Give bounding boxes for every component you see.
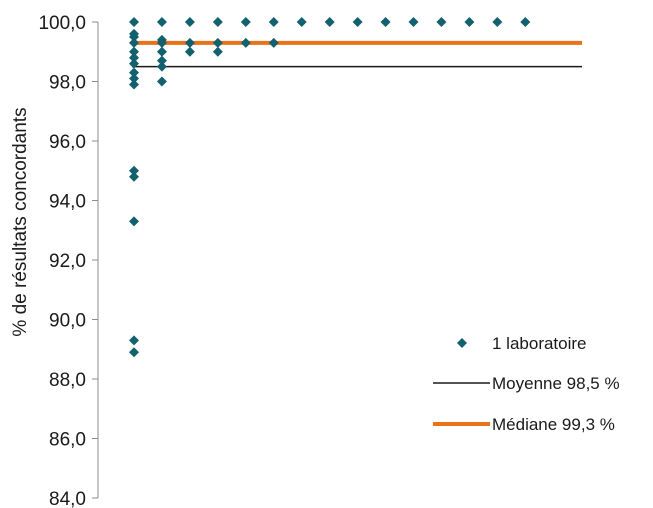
data-points — [129, 17, 531, 358]
data-point — [240, 17, 251, 27]
data-point — [352, 17, 363, 27]
data-point — [408, 17, 419, 27]
data-point — [156, 61, 167, 72]
data-point — [184, 46, 195, 57]
data-point — [156, 76, 167, 87]
data-point — [240, 37, 251, 48]
data-point — [129, 31, 139, 42]
y-tick-label: 90,0 — [49, 311, 86, 332]
y-tick-label: 98,0 — [49, 73, 86, 94]
data-point — [464, 17, 475, 27]
data-point — [129, 73, 139, 84]
data-point — [129, 171, 139, 182]
y-tick-label: 86,0 — [49, 430, 86, 451]
data-point — [129, 79, 139, 90]
reference-lines — [132, 40, 582, 68]
y-tick-label: 92,0 — [49, 251, 86, 272]
data-point — [129, 216, 139, 227]
data-point — [380, 17, 391, 27]
y-tick-label: 100,0 — [38, 13, 86, 34]
y-tick-labels: 84,0 86,0 88,0 90,0 92,0 94,0 96,0 98,0 100,0 — [38, 13, 86, 508]
data-point — [212, 37, 223, 48]
legend-label: 1 laboratoire — [492, 334, 587, 353]
y-axis-label: % de résultats concordants — [10, 107, 31, 336]
data-point — [129, 335, 139, 346]
data-point — [212, 17, 223, 27]
data-point — [129, 46, 139, 57]
data-point — [324, 17, 335, 27]
data-point — [129, 52, 139, 63]
data-point — [129, 37, 139, 48]
y-axis — [92, 21, 99, 499]
data-point — [268, 17, 279, 27]
data-point — [156, 55, 167, 66]
data-point — [129, 67, 139, 78]
y-tick-label: 88,0 — [49, 370, 86, 391]
data-point — [156, 17, 167, 27]
legend-marker-points — [457, 338, 467, 348]
data-point — [129, 165, 139, 176]
data-point — [156, 37, 167, 48]
y-tick-label: 84,0 — [49, 489, 86, 508]
y-tick-label: 96,0 — [49, 132, 86, 153]
data-point — [129, 58, 139, 69]
data-point — [184, 37, 195, 48]
data-point — [212, 46, 223, 57]
legend: 1 laboratoire Moyenne 98,5 % Médiane 99,3 … — [433, 334, 620, 434]
y-tick-label: 94,0 — [49, 192, 86, 213]
data-point — [129, 347, 139, 358]
data-point — [492, 17, 503, 27]
legend-label: Médiane 99,3 % — [492, 415, 615, 434]
data-point — [296, 17, 307, 27]
data-point — [129, 17, 139, 27]
legend-label: Moyenne 98,5 % — [492, 374, 620, 393]
data-point — [436, 17, 447, 27]
data-point — [268, 37, 279, 48]
data-point — [156, 46, 167, 57]
data-point — [520, 17, 531, 27]
data-point — [184, 17, 195, 27]
